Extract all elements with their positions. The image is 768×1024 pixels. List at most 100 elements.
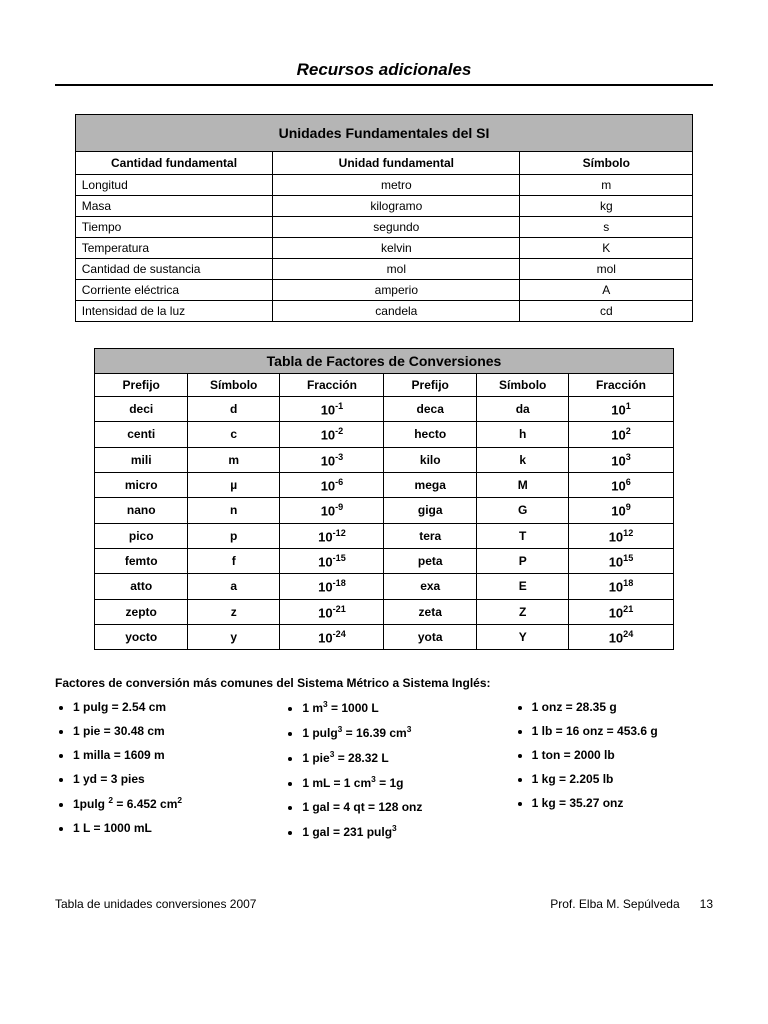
table-row: Cantidad de sustanciamolmol — [75, 259, 693, 280]
symbol-cell: y — [187, 624, 279, 649]
table-row: yoctoy10-24yotaY1024 — [95, 624, 673, 649]
si-cell: Masa — [75, 196, 273, 217]
conversions-col3: 1 onz = 28.35 g 1 lb = 16 onz = 453.6 g 1 … — [514, 698, 713, 847]
prefix-cell: femto — [95, 548, 187, 573]
table-row: TemperaturakelvinK — [75, 238, 693, 259]
list-item: 1 yd = 3 pies — [73, 770, 254, 788]
conv-col-header: Símbolo — [187, 374, 279, 397]
fraction-cell: 101 — [569, 397, 673, 422]
si-cell: Longitud — [75, 175, 273, 196]
fraction-cell: 1012 — [569, 523, 673, 548]
prefix-cell: peta — [384, 548, 476, 573]
list-item: 1 kg = 2.205 lb — [532, 770, 713, 788]
si-cell: K — [520, 238, 693, 259]
si-cell: m — [520, 175, 693, 196]
prefix-cell: mega — [384, 472, 476, 497]
symbol-cell: Z — [476, 599, 568, 624]
fraction-cell: 10-24 — [280, 624, 384, 649]
si-cell: A — [520, 280, 693, 301]
list-item: 1 lb = 16 onz = 453.6 g — [532, 722, 713, 740]
table-row: picop10-12teraT1012 — [95, 523, 673, 548]
si-cell: Tiempo — [75, 217, 273, 238]
symbol-cell: a — [187, 574, 279, 599]
list-item: 1pulg 2 = 6.452 cm2 — [73, 794, 254, 813]
prefix-cell: yocto — [95, 624, 187, 649]
table-row: attoa10-18exaE1018 — [95, 574, 673, 599]
list-item: 1 pie3 = 28.32 L — [302, 748, 483, 767]
prefix-cell: kilo — [384, 447, 476, 472]
prefix-cell: pico — [95, 523, 187, 548]
list-item: 1 pulg = 2.54 cm — [73, 698, 254, 716]
symbol-cell: h — [476, 422, 568, 447]
fraction-cell: 102 — [569, 422, 673, 447]
symbol-cell: m — [187, 447, 279, 472]
si-units-table: Unidades Fundamentales del SI Cantidad f… — [75, 114, 694, 322]
symbol-cell: E — [476, 574, 568, 599]
page-footer: Tabla de unidades conversiones 2007 Prof… — [55, 897, 713, 911]
prefix-cell: micro — [95, 472, 187, 497]
prefix-cell: zepto — [95, 599, 187, 624]
symbol-cell: P — [476, 548, 568, 573]
si-cell: metro — [273, 175, 520, 196]
symbol-cell: k — [476, 447, 568, 472]
list-item: 1 mL = 1 cm3 = 1g — [302, 773, 483, 792]
si-cell: mol — [273, 259, 520, 280]
fraction-cell: 1024 — [569, 624, 673, 649]
list-item: 1 gal = 231 pulg3 — [302, 822, 483, 841]
symbol-cell: c — [187, 422, 279, 447]
si-col-header: Unidad fundamental — [273, 152, 520, 175]
conv-table-title: Tabla de Factores de Conversiones — [95, 349, 673, 374]
fraction-cell: 10-15 — [280, 548, 384, 573]
conv-col-header: Prefijo — [384, 374, 476, 397]
fraction-cell: 10-1 — [280, 397, 384, 422]
symbol-cell: Y — [476, 624, 568, 649]
list-item: 1 pie = 30.48 cm — [73, 722, 254, 740]
symbol-cell: n — [187, 498, 279, 523]
table-row: Masakilogramokg — [75, 196, 693, 217]
fraction-cell: 10-21 — [280, 599, 384, 624]
si-cell: segundo — [273, 217, 520, 238]
table-row: decid10-1decada101 — [95, 397, 673, 422]
symbol-cell: d — [187, 397, 279, 422]
page-title: Recursos adicionales — [55, 60, 713, 80]
conversions-col2: 1 m3 = 1000 L 1 pulg3 = 16.39 cm3 1 pie3 =… — [284, 698, 483, 847]
list-item: 1 onz = 28.35 g — [532, 698, 713, 716]
list-item: 1 pulg3 = 16.39 cm3 — [302, 723, 483, 742]
table-row: Tiemposegundos — [75, 217, 693, 238]
table-row: Intensidad de la luzcandelacd — [75, 301, 693, 322]
fraction-cell: 103 — [569, 447, 673, 472]
si-cell: amperio — [273, 280, 520, 301]
prefix-cell: nano — [95, 498, 187, 523]
footer-right: Prof. Elba M. Sepúlveda 13 — [550, 897, 713, 911]
fraction-cell: 109 — [569, 498, 673, 523]
si-cell: Temperatura — [75, 238, 273, 259]
fraction-cell: 1018 — [569, 574, 673, 599]
conversions-label: Factores de conversión más comunes del S… — [55, 676, 713, 690]
conversion-factors-table: Tabla de Factores de Conversiones Prefij… — [94, 348, 673, 650]
conversions-columns: 1 pulg = 2.54 cm 1 pie = 30.48 cm 1 milla … — [55, 698, 713, 847]
symbol-cell: G — [476, 498, 568, 523]
table-row: zeptoz10-21zetaZ1021 — [95, 599, 673, 624]
conv-col-header: Prefijo — [95, 374, 187, 397]
si-cell: Cantidad de sustancia — [75, 259, 273, 280]
prefix-cell: tera — [384, 523, 476, 548]
si-cell: kilogramo — [273, 196, 520, 217]
prefix-cell: giga — [384, 498, 476, 523]
symbol-cell: T — [476, 523, 568, 548]
fraction-cell: 1021 — [569, 599, 673, 624]
symbol-cell: z — [187, 599, 279, 624]
si-cell: Intensidad de la luz — [75, 301, 273, 322]
table-row: microµ10-6megaM106 — [95, 472, 673, 497]
table-row: centic10-2hectoh102 — [95, 422, 673, 447]
list-item: 1 L = 1000 mL — [73, 819, 254, 837]
fraction-cell: 10-3 — [280, 447, 384, 472]
si-table-title: Unidades Fundamentales del SI — [75, 115, 693, 152]
list-item: 1 m3 = 1000 L — [302, 698, 483, 717]
si-col-header: Símbolo — [520, 152, 693, 175]
conversions-col1: 1 pulg = 2.54 cm 1 pie = 30.48 cm 1 milla … — [55, 698, 254, 847]
table-row: Corriente eléctricaamperioA — [75, 280, 693, 301]
list-item: 1 milla = 1609 m — [73, 746, 254, 764]
fraction-cell: 10-2 — [280, 422, 384, 447]
symbol-cell: p — [187, 523, 279, 548]
list-item: 1 kg = 35.27 onz — [532, 794, 713, 812]
